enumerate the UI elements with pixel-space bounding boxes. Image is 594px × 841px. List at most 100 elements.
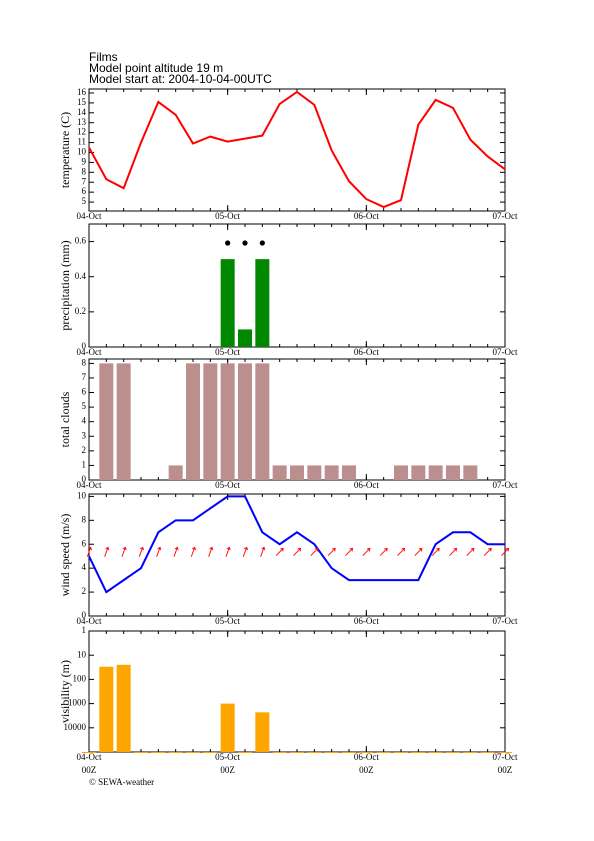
y-tick-label: 1000: [68, 698, 87, 708]
x-tick-label: 04-Oct: [77, 616, 102, 626]
wind-arrow: [121, 546, 127, 557]
bar: [203, 363, 218, 480]
wind-arrow: [379, 547, 388, 556]
y-tick-label: 11: [77, 137, 86, 147]
bar: [116, 664, 131, 752]
wind-arrow-shape: [121, 546, 127, 557]
bar: [324, 752, 339, 753]
bar: [255, 259, 270, 347]
bar: [220, 363, 235, 480]
wind-arrow-shape: [397, 547, 406, 556]
x-tick-sublabel: 00Z: [359, 765, 374, 775]
wind-arrow-shape: [379, 547, 388, 556]
x-tick-label: 04-Oct: [77, 211, 102, 221]
bar: [151, 752, 166, 753]
wind-arrow: [431, 547, 440, 556]
wind-arrow-shape: [449, 547, 458, 556]
x-tick-label: 07-Oct: [493, 211, 518, 221]
marker-dot: [259, 240, 265, 246]
y-tick-label: 0.6: [75, 236, 87, 246]
bar: [238, 329, 252, 347]
wind-arrow-shape: [431, 547, 440, 556]
bar: [324, 465, 339, 480]
bar: [428, 752, 443, 753]
wind-arrow-shape: [501, 547, 510, 556]
wind-arrow-shape: [293, 547, 302, 556]
wind-arrow: [414, 547, 423, 556]
y-tick-label: 4: [82, 562, 87, 572]
wind-arrow: [242, 546, 248, 557]
y-tick-label: 4: [82, 416, 87, 426]
wind-arrow: [104, 546, 110, 557]
bar: [168, 465, 183, 480]
y-tick-label: 9: [82, 156, 87, 166]
bar: [342, 752, 356, 753]
bar: [411, 465, 426, 480]
plot-frame: [88, 493, 506, 617]
y-tick-label: 16: [77, 87, 87, 97]
wind-arrow-shape: [275, 547, 284, 556]
bar: [99, 666, 114, 752]
y-axis-label: precipitation (mm): [58, 240, 72, 330]
wind-arrow: [86, 546, 92, 557]
wind-arrow-shape: [173, 546, 179, 557]
wind-arrow: [208, 546, 214, 557]
y-tick-label: 1: [82, 625, 87, 635]
bar: [116, 363, 131, 480]
data-line: [88, 495, 505, 594]
wind-arrow: [173, 546, 179, 557]
wind-arrow: [397, 547, 406, 556]
y-tick-label: 8: [82, 514, 87, 524]
title: Films: [89, 50, 118, 64]
wind-arrow-shape: [362, 547, 371, 556]
wind-arrow: [483, 547, 492, 556]
y-tick-label: 6: [82, 186, 87, 196]
wind-arrow-shape: [156, 546, 162, 557]
y-axis-label: total clouds: [58, 391, 72, 447]
bar: [307, 752, 322, 753]
bar: [220, 703, 235, 752]
wind-arrow-shape: [86, 546, 92, 557]
bar: [255, 363, 270, 480]
bar: [186, 752, 200, 753]
y-tick-label: 0.4: [75, 271, 87, 281]
wind-arrow: [138, 546, 144, 557]
y-tick-label: 0: [82, 474, 87, 484]
wind-arrow: [449, 547, 458, 556]
x-tick-label: 05-Oct: [215, 347, 240, 357]
bar: [168, 752, 183, 753]
wind-arrow: [345, 547, 354, 556]
wind-arrow: [466, 547, 475, 556]
x-tick-label: 05-Oct: [215, 211, 240, 221]
y-tick-label: 6: [82, 387, 87, 397]
x-tick-sublabel: 00Z: [220, 765, 235, 775]
wind-arrow: [501, 547, 510, 556]
bar: [255, 712, 270, 752]
y-axis-label: temperature (C): [58, 112, 72, 188]
wind-arrow: [190, 546, 196, 557]
wind-arrow-shape: [242, 546, 248, 557]
wind-arrow: [310, 547, 319, 556]
bar: [220, 259, 235, 347]
x-tick-label: 04-Oct: [77, 752, 102, 762]
y-axis-label: wind speed (m/s): [58, 514, 72, 597]
bar: [463, 752, 478, 753]
y-tick-label: 10000: [64, 722, 87, 732]
wind-arrow-shape: [345, 547, 354, 556]
y-tick-label: 8: [82, 357, 87, 367]
x-tick-label: 06-Oct: [354, 347, 379, 357]
y-tick-label: 1: [82, 459, 87, 469]
altitude: Model point altitude 19 m: [89, 61, 223, 75]
bar: [428, 465, 443, 480]
bar: [446, 465, 460, 480]
marker-dot: [225, 240, 231, 246]
y-tick-label: 100: [73, 673, 87, 683]
bar: [376, 752, 391, 753]
y-tick-label: 5: [82, 401, 87, 411]
x-tick-label: 06-Oct: [354, 211, 379, 221]
x-tick-label: 06-Oct: [354, 480, 379, 490]
x-tick-label: 05-Oct: [215, 616, 240, 626]
bar: [203, 752, 218, 753]
